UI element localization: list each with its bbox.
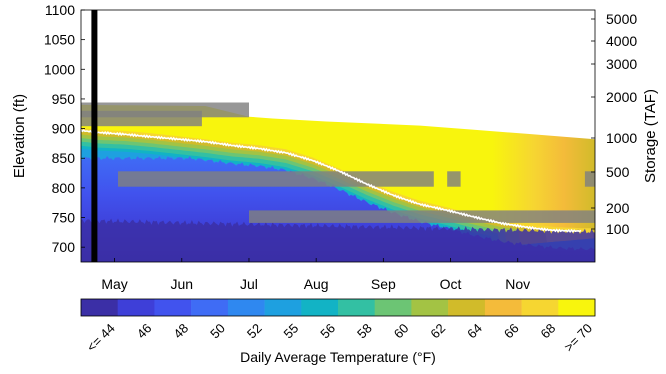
colorbar-swatch bbox=[521, 299, 559, 316]
colorbar-swatch bbox=[301, 299, 339, 316]
colorbar-label: Daily Average Temperature (°F) bbox=[240, 349, 436, 365]
storage-trace-line bbox=[81, 129, 582, 233]
x-tick-label: Aug bbox=[304, 276, 329, 292]
colorbar-swatch bbox=[154, 299, 192, 316]
colorbar-tick-label: 52 bbox=[244, 321, 265, 342]
colorbar-swatch bbox=[117, 299, 155, 316]
fill-layer-coldest bbox=[81, 218, 595, 262]
y-tick-label: 700 bbox=[52, 239, 76, 255]
plot-area bbox=[81, 10, 595, 262]
gray-band-4 bbox=[447, 171, 461, 187]
colorbar-swatch bbox=[448, 299, 486, 316]
colorbar-tick-label: <= 44 bbox=[84, 321, 118, 355]
colorbar-frame bbox=[80, 298, 596, 317]
colorbar-swatch bbox=[191, 299, 229, 316]
y-tick-label: 800 bbox=[52, 180, 76, 196]
y-tick-label: 1000 bbox=[44, 61, 75, 77]
y-tick-label: 850 bbox=[52, 150, 76, 166]
colorbar-swatch bbox=[264, 299, 302, 316]
gray-band-1 bbox=[81, 110, 202, 127]
y-tick-label: 900 bbox=[52, 121, 76, 137]
y2-tick-label: 5000 bbox=[606, 11, 637, 27]
y2-tick-label: 1000 bbox=[606, 130, 637, 146]
colorbar-tick-label: 50 bbox=[207, 321, 228, 342]
colorbar-tick-label: 58 bbox=[354, 321, 375, 342]
gray-band-5 bbox=[584, 171, 595, 187]
colorbar: <= 44 46 48 50 52 55 56 58 60 62 64 66 68 >= 70 bbox=[80, 298, 596, 355]
colorbar-swatch bbox=[81, 299, 118, 316]
colorbar-swatch bbox=[338, 299, 375, 316]
x-tick-label: Sep bbox=[371, 276, 396, 292]
y-tick-label: 950 bbox=[52, 91, 76, 107]
y2-tick-label: 200 bbox=[606, 200, 630, 216]
x-tick-label: Nov bbox=[505, 276, 530, 292]
colorbar-tick-label: 66 bbox=[501, 321, 522, 342]
colorbar-tick-label: 48 bbox=[170, 321, 191, 342]
colorbar-tick-label: 68 bbox=[538, 321, 559, 342]
y2-tick-label: 3000 bbox=[606, 56, 637, 72]
colorbar-swatch bbox=[227, 299, 265, 316]
marker-vertical-line bbox=[91, 10, 98, 262]
colorbar-swatch bbox=[558, 299, 596, 316]
y2-tick-label: 2000 bbox=[606, 89, 637, 105]
colorbar-tick-label: 55 bbox=[281, 321, 302, 342]
colorbar-tick-label: 60 bbox=[391, 321, 412, 342]
colorbar-tick-label: 46 bbox=[134, 321, 155, 342]
y-axis-elevation: 700 750 800 850 900 950 1000 1050 1100 bbox=[44, 2, 85, 255]
y-tick-label: 1050 bbox=[44, 32, 75, 48]
x-tick-label: Jun bbox=[170, 276, 193, 292]
colorbar-tick-label: 64 bbox=[464, 321, 485, 342]
gray-band-3 bbox=[249, 210, 595, 223]
y2-tick-label: 100 bbox=[606, 221, 630, 237]
colorbar-tick-label: 62 bbox=[427, 321, 448, 342]
colorbar-tick-label: >= 70 bbox=[561, 321, 595, 355]
colorbar-swatch bbox=[411, 299, 449, 316]
x-tick-label: Jul bbox=[240, 276, 258, 292]
gray-band-2 bbox=[118, 171, 434, 187]
y2-tick-label: 500 bbox=[606, 164, 630, 180]
plot-frame bbox=[80, 9, 596, 263]
y-tick-label: 750 bbox=[52, 210, 76, 226]
colorbar-tick-label: 56 bbox=[317, 321, 338, 342]
y-tick-label: 1100 bbox=[45, 2, 75, 18]
y-axis-storage: 5000 4000 3000 2000 1000 500 200 100 bbox=[591, 11, 637, 237]
y-axis-label: Elevation (ft) bbox=[11, 94, 28, 178]
x-tick-label: May bbox=[101, 276, 127, 292]
y2-axis-label: Storage (TAF) bbox=[642, 89, 659, 183]
y2-tick-label: 4000 bbox=[606, 33, 637, 49]
colorbar-swatch bbox=[374, 299, 412, 316]
x-axis: May Jun Jul Aug Sep Oct Nov bbox=[101, 258, 530, 292]
colorbar-swatch bbox=[484, 299, 522, 316]
x-tick-label: Oct bbox=[440, 276, 462, 292]
